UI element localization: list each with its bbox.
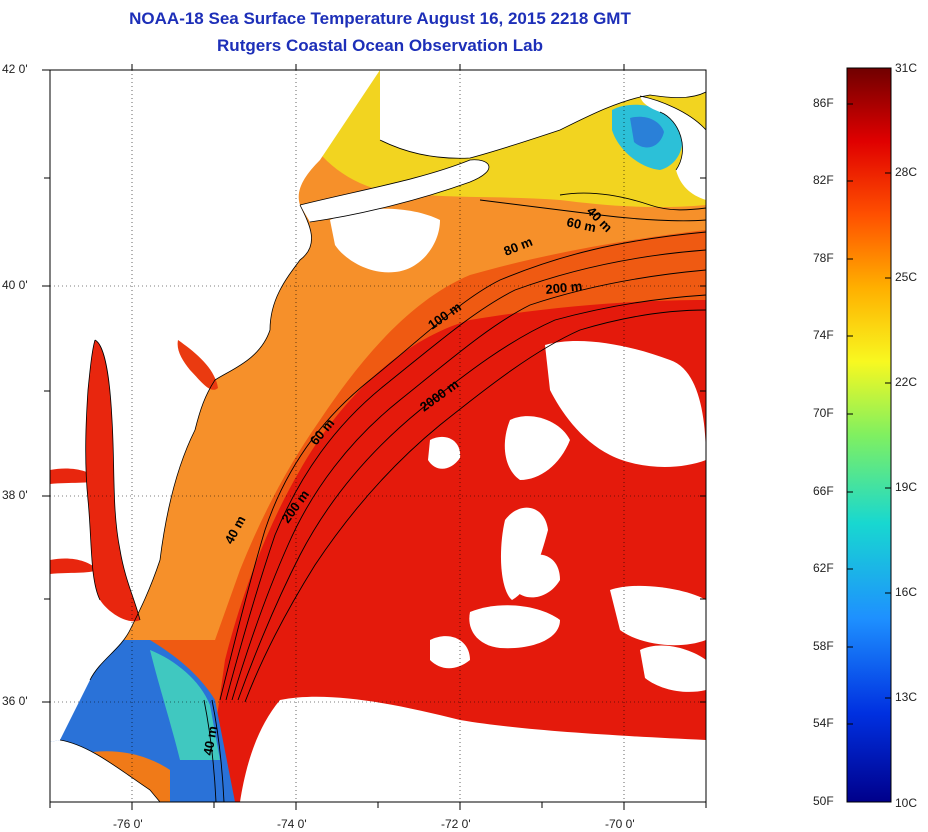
coastline — [85, 339, 141, 621]
cold-core-north — [630, 116, 664, 148]
land-long-island — [300, 159, 489, 222]
colorbar-f-label: 66F — [813, 484, 834, 498]
colorbar-f-label: 74F — [813, 328, 834, 342]
lat-label: 40 0' — [2, 278, 28, 292]
cloud-patch — [500, 507, 548, 600]
axis-ticks — [42, 64, 707, 810]
colorbar-c-label: 16C — [895, 585, 918, 599]
contour-label: 40 m — [200, 725, 220, 757]
lon-label: -76 0' — [113, 817, 143, 831]
coastline — [639, 95, 706, 171]
cloud-patch — [545, 340, 706, 467]
land-new-england — [380, 70, 706, 159]
chesapeake-bay — [85, 340, 140, 622]
cloud-patch — [515, 554, 560, 598]
coastline — [379, 91, 706, 159]
coastline — [89, 204, 312, 681]
colorbar-ticks — [847, 103, 891, 725]
delaware-bay — [177, 340, 218, 390]
map-title: NOAA-18 Sea Surface Temperature August 1… — [129, 9, 631, 28]
cloud-patch — [330, 208, 440, 273]
land-north-carolina — [50, 740, 160, 802]
colorbar-c-label: 28C — [895, 165, 918, 179]
coastline — [59, 739, 161, 802]
lat-label: 42 0' — [2, 62, 28, 76]
bathymetry-contours — [203, 192, 706, 802]
cool-south-water — [150, 650, 220, 760]
cloud-patch — [428, 436, 461, 469]
contour-label: 200 m — [545, 278, 583, 297]
colorbar-c-label: 22C — [895, 375, 918, 389]
colorbar-f-label: 86F — [813, 96, 834, 110]
cloud-patch — [469, 605, 560, 649]
cloud-patch — [610, 585, 706, 646]
colorbar-f-label: 62F — [813, 561, 834, 575]
land-cape-cod — [640, 96, 706, 200]
lat-label: 38 0' — [2, 488, 28, 502]
colorbar-f-label: 58F — [813, 639, 834, 653]
lat-label: 36 0' — [2, 694, 28, 708]
lon-label: -70 0' — [605, 817, 635, 831]
cloud-patch — [430, 636, 470, 669]
cloud-patch — [240, 696, 706, 802]
bay-arm-1 — [50, 468, 100, 484]
lon-label: -72 0' — [441, 817, 471, 831]
graticule — [50, 70, 706, 802]
colorbar — [846, 67, 892, 803]
colorbar-f-label: 50F — [813, 794, 834, 808]
colorbar-f-label: 70F — [813, 406, 834, 420]
colorbar-c-label: 13C — [895, 690, 918, 704]
colorbar-f-label: 82F — [813, 173, 834, 187]
colorbar-c-label: 25C — [895, 270, 918, 284]
colorbar-f-label: 78F — [813, 251, 834, 265]
lon-label: -74 0' — [277, 817, 307, 831]
coastline — [299, 159, 490, 223]
colorbar-c-label: 10C — [895, 796, 918, 810]
colorbar-c-label: 19C — [895, 480, 918, 494]
colorbar-c-label: 31C — [895, 61, 918, 75]
colorbar-f-label: 54F — [813, 716, 834, 730]
cloud-patch — [504, 416, 570, 480]
map-subtitle: Rutgers Coastal Ocean Observation Lab — [217, 36, 543, 55]
cloud-patch — [640, 645, 706, 692]
bay-arm-2 — [50, 558, 98, 574]
contour-label: 60 m — [565, 214, 597, 235]
land-mainland — [50, 70, 380, 742]
